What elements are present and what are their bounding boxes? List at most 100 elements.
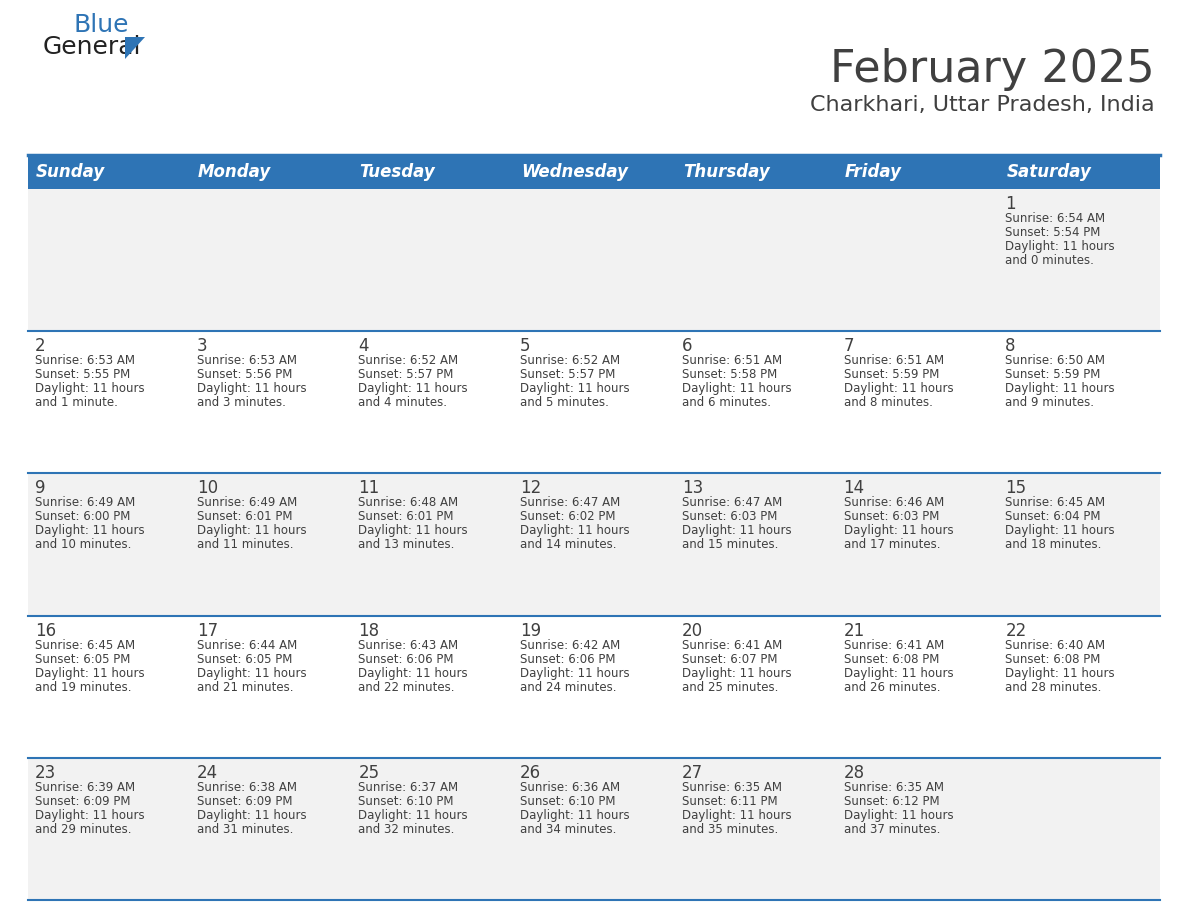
Text: 3: 3 (197, 337, 208, 355)
Text: 8: 8 (1005, 337, 1016, 355)
Text: Sunrise: 6:35 AM: Sunrise: 6:35 AM (682, 781, 782, 794)
Text: Daylight: 11 hours: Daylight: 11 hours (197, 382, 307, 396)
Text: and 13 minutes.: and 13 minutes. (359, 538, 455, 552)
Text: Sunrise: 6:44 AM: Sunrise: 6:44 AM (197, 639, 297, 652)
Text: Sunrise: 6:46 AM: Sunrise: 6:46 AM (843, 497, 943, 509)
Text: 10: 10 (197, 479, 217, 498)
Text: Sunset: 5:57 PM: Sunset: 5:57 PM (359, 368, 454, 381)
Text: Daylight: 11 hours: Daylight: 11 hours (34, 524, 145, 537)
Text: Daylight: 11 hours: Daylight: 11 hours (1005, 666, 1114, 679)
Text: 18: 18 (359, 621, 379, 640)
Text: and 32 minutes.: and 32 minutes. (359, 823, 455, 835)
Bar (29, 616, 1159, 757)
Text: and 21 minutes.: and 21 minutes. (197, 680, 293, 694)
Text: Sunrise: 6:40 AM: Sunrise: 6:40 AM (1005, 639, 1105, 652)
Text: Daylight: 11 hours: Daylight: 11 hours (359, 382, 468, 396)
Text: Sunrise: 6:35 AM: Sunrise: 6:35 AM (843, 781, 943, 794)
Text: Sunset: 6:09 PM: Sunset: 6:09 PM (197, 795, 292, 808)
Text: Sunrise: 6:38 AM: Sunrise: 6:38 AM (197, 781, 297, 794)
Text: Wednesday: Wednesday (522, 163, 628, 181)
Text: 6: 6 (682, 337, 693, 355)
Text: Sunrise: 6:53 AM: Sunrise: 6:53 AM (197, 354, 297, 367)
Text: and 10 minutes.: and 10 minutes. (34, 538, 132, 552)
Text: Sunset: 6:08 PM: Sunset: 6:08 PM (1005, 653, 1100, 666)
Text: Sunrise: 6:39 AM: Sunrise: 6:39 AM (34, 781, 135, 794)
Text: and 6 minutes.: and 6 minutes. (682, 397, 771, 409)
Text: 7: 7 (843, 337, 854, 355)
Text: Sunrise: 6:49 AM: Sunrise: 6:49 AM (34, 497, 135, 509)
Text: 11: 11 (359, 479, 380, 498)
Text: 2: 2 (34, 337, 45, 355)
Text: Sunset: 5:58 PM: Sunset: 5:58 PM (682, 368, 777, 381)
Text: Daylight: 11 hours: Daylight: 11 hours (359, 809, 468, 822)
Text: Charkhari, Uttar Pradesh, India: Charkhari, Uttar Pradesh, India (810, 95, 1155, 115)
Text: 16: 16 (34, 621, 56, 640)
Text: Sunset: 5:56 PM: Sunset: 5:56 PM (197, 368, 292, 381)
Text: and 18 minutes.: and 18 minutes. (1005, 538, 1101, 552)
Text: and 1 minute.: and 1 minute. (34, 397, 118, 409)
Text: Sunrise: 6:45 AM: Sunrise: 6:45 AM (1005, 497, 1105, 509)
Text: Sunset: 5:59 PM: Sunset: 5:59 PM (1005, 368, 1100, 381)
Text: Daylight: 11 hours: Daylight: 11 hours (197, 809, 307, 822)
Text: 23: 23 (34, 764, 56, 782)
Text: Thursday: Thursday (683, 163, 770, 181)
Text: and 35 minutes.: and 35 minutes. (682, 823, 778, 835)
Text: and 31 minutes.: and 31 minutes. (197, 823, 293, 835)
Text: 15: 15 (1005, 479, 1026, 498)
Text: Sunrise: 6:48 AM: Sunrise: 6:48 AM (359, 497, 459, 509)
Text: Sunset: 5:55 PM: Sunset: 5:55 PM (34, 368, 131, 381)
Text: 27: 27 (682, 764, 703, 782)
Text: Sunset: 6:02 PM: Sunset: 6:02 PM (520, 510, 615, 523)
Text: 26: 26 (520, 764, 542, 782)
Text: Sunset: 6:00 PM: Sunset: 6:00 PM (34, 510, 131, 523)
Text: Sunset: 6:08 PM: Sunset: 6:08 PM (843, 653, 939, 666)
Text: and 8 minutes.: and 8 minutes. (843, 397, 933, 409)
Text: 22: 22 (1005, 621, 1026, 640)
Text: Sunrise: 6:49 AM: Sunrise: 6:49 AM (197, 497, 297, 509)
Bar (29, 474, 1159, 616)
Text: and 15 minutes.: and 15 minutes. (682, 538, 778, 552)
Text: 13: 13 (682, 479, 703, 498)
Text: Sunset: 6:09 PM: Sunset: 6:09 PM (34, 795, 131, 808)
Text: Sunset: 6:03 PM: Sunset: 6:03 PM (682, 510, 777, 523)
Polygon shape (125, 37, 145, 59)
Text: Sunrise: 6:54 AM: Sunrise: 6:54 AM (1005, 212, 1105, 225)
Bar (29, 189, 1159, 331)
Bar (29, 155, 1159, 189)
Text: Daylight: 11 hours: Daylight: 11 hours (520, 382, 630, 396)
Text: Sunrise: 6:51 AM: Sunrise: 6:51 AM (682, 354, 782, 367)
Text: Sunrise: 6:52 AM: Sunrise: 6:52 AM (359, 354, 459, 367)
Text: 25: 25 (359, 764, 379, 782)
Text: and 17 minutes.: and 17 minutes. (843, 538, 940, 552)
Text: and 0 minutes.: and 0 minutes. (1005, 254, 1094, 267)
Text: Tuesday: Tuesday (360, 163, 435, 181)
Text: and 5 minutes.: and 5 minutes. (520, 397, 609, 409)
Text: 20: 20 (682, 621, 703, 640)
Text: Daylight: 11 hours: Daylight: 11 hours (682, 666, 791, 679)
Text: Sunset: 6:07 PM: Sunset: 6:07 PM (682, 653, 777, 666)
Text: Sunset: 6:12 PM: Sunset: 6:12 PM (843, 795, 940, 808)
Text: Daylight: 11 hours: Daylight: 11 hours (197, 666, 307, 679)
Text: Sunset: 6:10 PM: Sunset: 6:10 PM (520, 795, 615, 808)
Text: Sunset: 6:01 PM: Sunset: 6:01 PM (197, 510, 292, 523)
Text: Sunset: 6:01 PM: Sunset: 6:01 PM (359, 510, 454, 523)
Text: Sunrise: 6:53 AM: Sunrise: 6:53 AM (34, 354, 135, 367)
Text: Daylight: 11 hours: Daylight: 11 hours (843, 524, 953, 537)
Text: Daylight: 11 hours: Daylight: 11 hours (359, 524, 468, 537)
Text: 1: 1 (1005, 195, 1016, 213)
Text: Sunday: Sunday (36, 163, 106, 181)
Text: Daylight: 11 hours: Daylight: 11 hours (34, 809, 145, 822)
Text: February 2025: February 2025 (830, 48, 1155, 91)
Text: Daylight: 11 hours: Daylight: 11 hours (34, 666, 145, 679)
Text: Sunrise: 6:42 AM: Sunrise: 6:42 AM (520, 639, 620, 652)
Text: Sunrise: 6:51 AM: Sunrise: 6:51 AM (843, 354, 943, 367)
Text: 19: 19 (520, 621, 542, 640)
Text: and 26 minutes.: and 26 minutes. (843, 680, 940, 694)
Text: and 3 minutes.: and 3 minutes. (197, 397, 285, 409)
Text: Daylight: 11 hours: Daylight: 11 hours (1005, 240, 1114, 253)
Text: and 22 minutes.: and 22 minutes. (359, 680, 455, 694)
Text: 4: 4 (359, 337, 369, 355)
Text: Sunset: 5:57 PM: Sunset: 5:57 PM (520, 368, 615, 381)
Text: 28: 28 (843, 764, 865, 782)
Text: Sunset: 5:59 PM: Sunset: 5:59 PM (843, 368, 939, 381)
